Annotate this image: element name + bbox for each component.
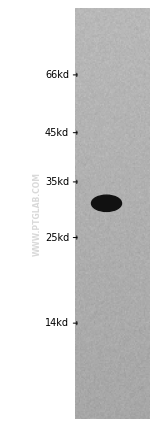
Text: 14kd: 14kd [45,318,69,328]
Text: WWW.PTGLAB.COM: WWW.PTGLAB.COM [33,172,42,256]
Text: 66kd: 66kd [45,70,69,80]
Text: 45kd: 45kd [45,128,69,138]
Text: 25kd: 25kd [45,232,69,243]
Text: 35kd: 35kd [45,177,69,187]
Ellipse shape [92,195,122,211]
